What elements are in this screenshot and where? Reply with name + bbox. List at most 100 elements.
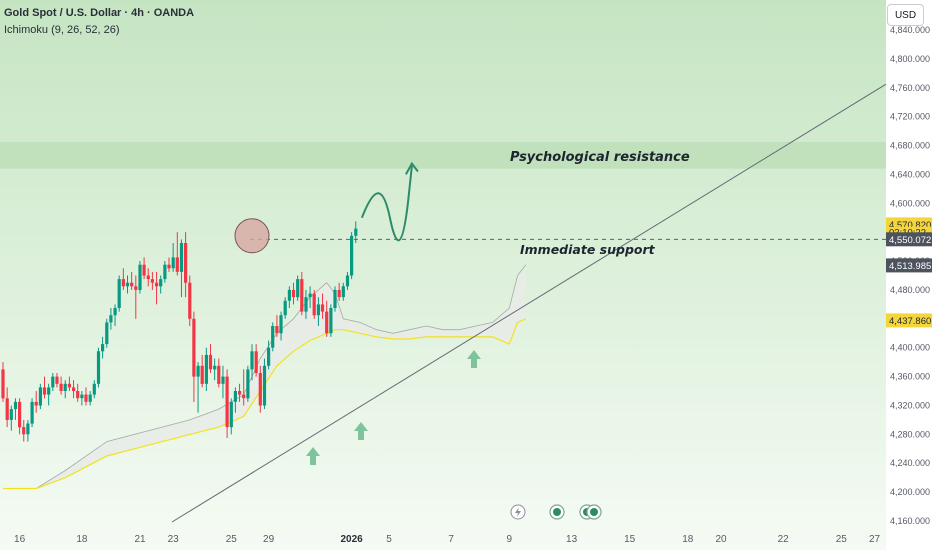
candle bbox=[92, 380, 96, 399]
candle bbox=[113, 304, 117, 327]
price-label: 4,437.860 bbox=[886, 313, 932, 328]
candle-body bbox=[179, 243, 184, 272]
candle-body bbox=[51, 376, 55, 388]
candle bbox=[242, 369, 246, 406]
time-axis[interactable]: 16 18 21 23 25 29 2026 5 7 9 13 15 18 20 22 25 27 bbox=[14, 534, 880, 545]
event-icons[interactable] bbox=[510, 504, 602, 520]
candle-body bbox=[246, 369, 250, 399]
time-tick-label: 21 bbox=[134, 534, 146, 545]
candle bbox=[233, 387, 237, 413]
candle bbox=[329, 304, 333, 337]
price-tick-label: 4,240.000 bbox=[890, 458, 930, 468]
price-tick-label: 4,640.000 bbox=[890, 169, 930, 179]
price-tick-label: 4,800.000 bbox=[890, 54, 930, 64]
candle-body bbox=[96, 351, 101, 384]
candle-body bbox=[26, 423, 30, 435]
candle-body bbox=[109, 315, 113, 323]
candle bbox=[337, 282, 341, 301]
candle bbox=[279, 311, 283, 341]
up-arrow-icon bbox=[467, 350, 481, 368]
up-arrow-icon bbox=[354, 422, 368, 440]
candle-body bbox=[63, 383, 67, 391]
candle bbox=[354, 221, 358, 244]
candle-body bbox=[80, 394, 84, 399]
candle-body bbox=[22, 427, 26, 435]
candle bbox=[267, 340, 271, 370]
time-tick-label: 18 bbox=[76, 534, 88, 545]
candle-body bbox=[258, 373, 262, 406]
price-tick-label: 4,400.000 bbox=[890, 343, 930, 353]
candle bbox=[150, 271, 154, 290]
candle bbox=[200, 354, 204, 388]
candle bbox=[333, 286, 337, 312]
time-tick-label: 22 bbox=[778, 534, 790, 545]
candle bbox=[125, 275, 130, 294]
support-label: Immediate support bbox=[520, 242, 656, 257]
candle bbox=[350, 232, 354, 280]
candle-body bbox=[105, 322, 109, 345]
support-trendline[interactable] bbox=[171, 83, 887, 523]
chart-background bbox=[0, 0, 886, 550]
event-flash-icon[interactable] bbox=[510, 504, 526, 520]
price-label-text: 4,570.820 bbox=[889, 220, 931, 231]
candle bbox=[271, 322, 275, 352]
candle bbox=[134, 275, 138, 319]
price-label-bg bbox=[886, 232, 932, 247]
candle-body bbox=[196, 365, 200, 377]
candle-body bbox=[350, 235, 354, 276]
time-tick-label: 29 bbox=[263, 534, 275, 545]
candle-body bbox=[337, 289, 341, 298]
price-tick-label: 4,480.000 bbox=[890, 285, 930, 295]
candle-body bbox=[101, 344, 105, 352]
candle bbox=[262, 358, 267, 410]
resistance-zone[interactable] bbox=[0, 141, 886, 169]
event-news-icon[interactable] bbox=[549, 504, 565, 520]
candle bbox=[1, 362, 5, 402]
bounce-arrows bbox=[306, 350, 481, 465]
price-label: 4,513.985 bbox=[886, 258, 932, 273]
candle bbox=[38, 383, 42, 410]
price-axis-background[interactable] bbox=[886, 0, 932, 550]
candle-body bbox=[254, 351, 258, 373]
candle bbox=[155, 271, 159, 305]
price-label-text: 4,550.072 bbox=[889, 235, 931, 246]
candle-body bbox=[76, 391, 80, 399]
candle-body bbox=[138, 264, 142, 290]
previous-high-circle[interactable] bbox=[234, 218, 270, 254]
resistance-label: Psychological resistance bbox=[510, 150, 690, 165]
candle-body bbox=[200, 365, 204, 384]
price-tick-label: 4,360.000 bbox=[890, 372, 930, 382]
price-tick-label: 4,840.000 bbox=[890, 25, 930, 35]
candle-body bbox=[225, 376, 229, 428]
candle-body bbox=[146, 275, 150, 280]
candle bbox=[26, 419, 30, 442]
candle-body bbox=[84, 394, 88, 402]
candle bbox=[254, 344, 258, 377]
indicator-legend[interactable]: Ichimoku (9, 26, 52, 26) bbox=[4, 24, 120, 36]
currency-button[interactable]: USD bbox=[887, 4, 924, 26]
time-tick-label: 9 bbox=[507, 534, 513, 545]
time-tick-label: 5 bbox=[386, 534, 392, 545]
projection-curve[interactable] bbox=[360, 165, 413, 242]
candle bbox=[167, 257, 171, 272]
candle-body bbox=[300, 279, 304, 312]
candle bbox=[184, 232, 188, 298]
candle-body bbox=[213, 365, 217, 370]
candle bbox=[246, 365, 250, 402]
candle bbox=[5, 387, 9, 428]
candle-body bbox=[117, 279, 121, 308]
candle bbox=[84, 387, 88, 406]
candle bbox=[238, 383, 242, 402]
candle bbox=[9, 405, 13, 431]
candle-body bbox=[217, 365, 221, 384]
candle bbox=[80, 391, 84, 406]
candle-body bbox=[316, 304, 320, 316]
event-news-icon-group[interactable] bbox=[579, 504, 602, 520]
candle bbox=[117, 275, 121, 312]
candle-body bbox=[130, 282, 134, 287]
candle bbox=[88, 391, 92, 406]
candlestick-series bbox=[1, 221, 358, 442]
symbol-title[interactable]: Gold Spot / U.S. Dollar · 4h · OANDA bbox=[4, 7, 195, 19]
candle bbox=[105, 318, 109, 348]
